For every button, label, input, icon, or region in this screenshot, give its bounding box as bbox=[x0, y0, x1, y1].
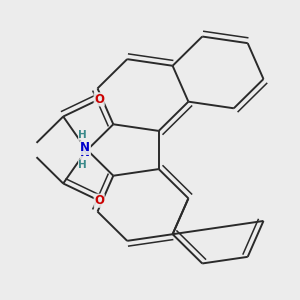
Text: N: N bbox=[80, 141, 90, 154]
Text: H: H bbox=[78, 130, 87, 140]
Text: N: N bbox=[80, 146, 90, 159]
Text: O: O bbox=[94, 194, 104, 207]
Text: H: H bbox=[78, 160, 87, 170]
Text: O: O bbox=[94, 93, 104, 106]
